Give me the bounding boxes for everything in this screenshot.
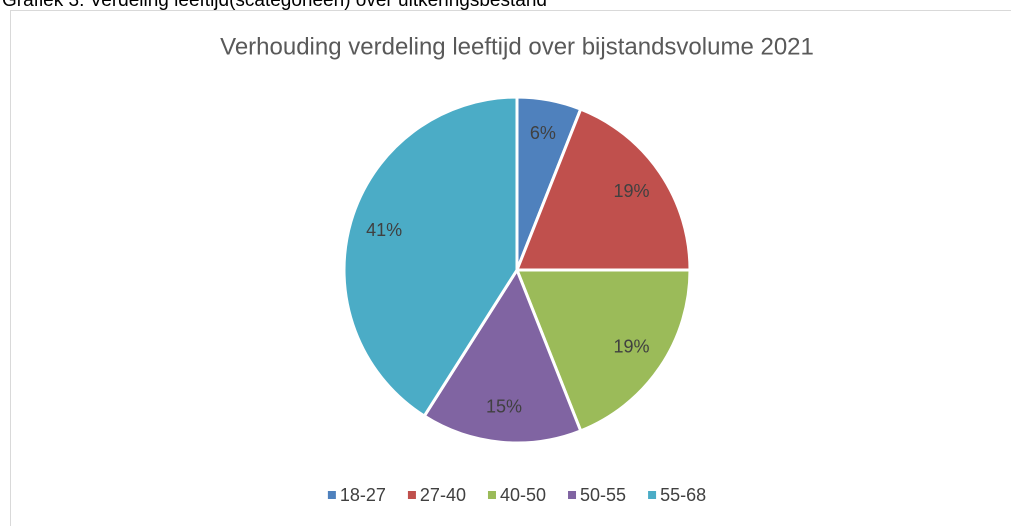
legend-swatch [648, 491, 657, 499]
legend-label: 27-40 [420, 485, 466, 505]
pie-slice [422, 266, 583, 445]
pie-slice [342, 95, 519, 419]
chart-title: Verhouding verdeling leeftijd over bijst… [220, 33, 814, 60]
data-label: 6% [530, 123, 556, 143]
pie-slice [514, 107, 692, 272]
legend-label: 50-55 [580, 485, 626, 505]
legend-swatch [487, 491, 496, 499]
caption: Grafiek 3: Verdeling leeftijd(scategorie… [2, 0, 547, 11]
data-label: 15% [486, 397, 522, 417]
legend-swatch [327, 491, 336, 499]
legend-swatch [568, 491, 577, 499]
legend-label: 18-27 [340, 485, 386, 505]
data-label: 41% [366, 220, 402, 240]
data-label: 19% [613, 181, 649, 201]
pie-slice [514, 268, 692, 433]
data-label: 19% [613, 337, 649, 357]
legend-label: 40-50 [500, 485, 546, 505]
legend-swatch [407, 491, 416, 499]
legend-label: 55-68 [660, 485, 706, 505]
